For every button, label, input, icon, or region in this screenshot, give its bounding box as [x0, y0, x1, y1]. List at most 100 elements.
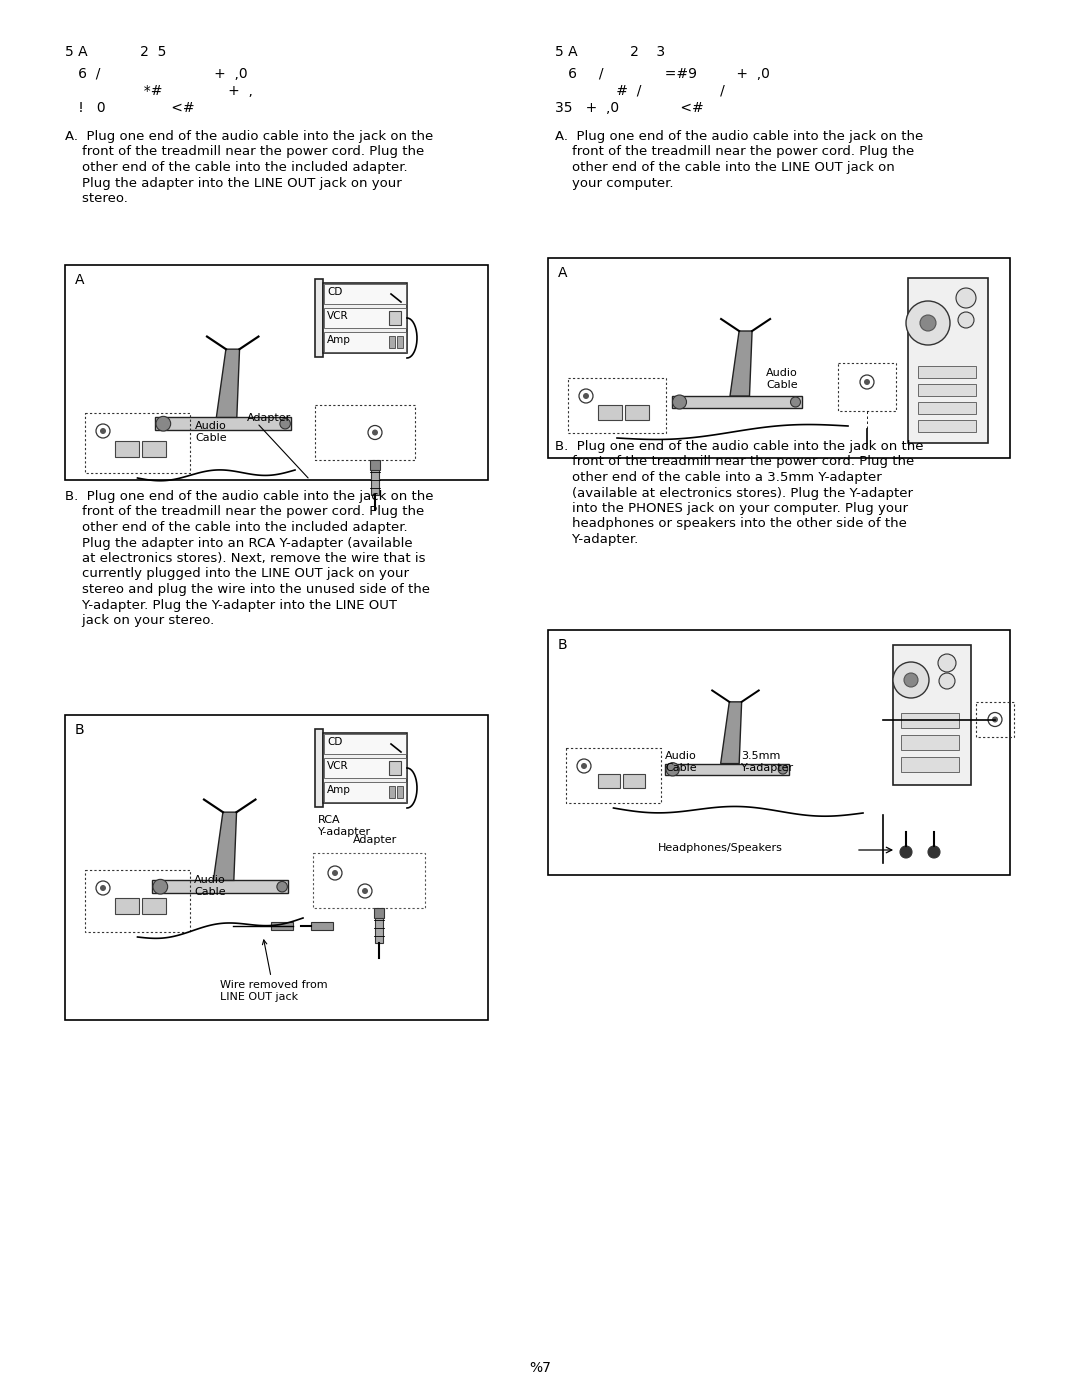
- Text: currently plugged into the LINE OUT jack on your: currently plugged into the LINE OUT jack…: [65, 567, 409, 581]
- Bar: [311, 922, 333, 930]
- Bar: [313, 854, 426, 908]
- Text: !   0               <#: ! 0 <#: [65, 101, 194, 115]
- Bar: [152, 880, 288, 893]
- Circle shape: [904, 673, 918, 687]
- Text: front of the treadmill near the power cord. Plug the: front of the treadmill near the power co…: [65, 145, 424, 158]
- Text: Y-adapter.: Y-adapter.: [555, 534, 638, 546]
- Text: front of the treadmill near the power cord. Plug the: front of the treadmill near the power co…: [555, 455, 915, 468]
- Bar: [918, 366, 976, 379]
- Circle shape: [280, 419, 291, 429]
- Text: B: B: [558, 638, 568, 652]
- Text: 3.5mm
Y-adapter: 3.5mm Y-adapter: [741, 752, 794, 774]
- Bar: [901, 735, 959, 750]
- Bar: [548, 258, 1010, 458]
- Text: VCR: VCR: [327, 312, 349, 321]
- Text: Audio
Cable: Audio Cable: [665, 752, 697, 774]
- Circle shape: [956, 288, 976, 307]
- Circle shape: [372, 429, 378, 436]
- Text: RCA
Y-adapter: RCA Y-adapter: [318, 814, 372, 837]
- Circle shape: [939, 673, 955, 689]
- Circle shape: [583, 393, 589, 400]
- Text: Plug the adapter into an RCA Y-adapter (available: Plug the adapter into an RCA Y-adapter (…: [65, 536, 413, 549]
- Text: other end of the cable into the included adapter.: other end of the cable into the included…: [65, 161, 407, 175]
- Circle shape: [864, 379, 870, 386]
- Text: at electronics stores). Next, remove the wire that is: at electronics stores). Next, remove the…: [65, 552, 426, 564]
- Bar: [323, 284, 407, 353]
- Text: stereo and plug the wire into the unused side of the: stereo and plug the wire into the unused…: [65, 583, 430, 597]
- Bar: [324, 782, 406, 802]
- Circle shape: [100, 427, 106, 434]
- Circle shape: [920, 314, 936, 331]
- Circle shape: [958, 312, 974, 328]
- Text: Amp: Amp: [327, 335, 351, 345]
- Text: stereo.: stereo.: [65, 191, 127, 205]
- Text: Plug the adapter into the LINE OUT jack on your: Plug the adapter into the LINE OUT jack …: [65, 176, 402, 190]
- Bar: [315, 729, 323, 807]
- Text: A: A: [75, 272, 84, 286]
- Bar: [838, 363, 896, 411]
- Text: jack on your stereo.: jack on your stereo.: [65, 615, 214, 627]
- Bar: [976, 703, 1014, 738]
- Bar: [389, 337, 395, 348]
- Bar: [370, 460, 380, 469]
- Bar: [324, 332, 406, 352]
- Polygon shape: [216, 349, 240, 418]
- Text: CD: CD: [327, 738, 342, 747]
- Polygon shape: [730, 331, 752, 395]
- Bar: [672, 395, 801, 408]
- Text: Audio
Cable: Audio Cable: [194, 875, 226, 897]
- Text: Headphones/Speakers: Headphones/Speakers: [658, 842, 783, 854]
- Bar: [397, 787, 403, 798]
- Bar: [114, 898, 139, 914]
- Bar: [271, 922, 293, 930]
- Text: B: B: [75, 724, 84, 738]
- Text: 35   +  ,0              <#: 35 + ,0 <#: [555, 101, 704, 115]
- Circle shape: [791, 397, 800, 407]
- Circle shape: [778, 764, 787, 774]
- Bar: [918, 402, 976, 414]
- Bar: [901, 757, 959, 773]
- Bar: [372, 468, 379, 495]
- Bar: [598, 405, 622, 420]
- Circle shape: [906, 300, 950, 345]
- Bar: [324, 307, 406, 328]
- Text: CD: CD: [327, 286, 342, 298]
- Text: Adapter: Adapter: [247, 414, 292, 423]
- Text: other end of the cable into the included adapter.: other end of the cable into the included…: [65, 521, 407, 534]
- Text: Amp: Amp: [327, 785, 351, 795]
- Text: Adapter: Adapter: [353, 835, 397, 845]
- Bar: [901, 712, 959, 728]
- Circle shape: [928, 847, 940, 858]
- Polygon shape: [214, 812, 237, 880]
- Circle shape: [276, 882, 287, 891]
- Text: 6  /                          +  ,0: 6 / + ,0: [65, 67, 247, 81]
- Bar: [568, 379, 666, 433]
- Circle shape: [332, 870, 338, 876]
- Text: 5 A            2  5: 5 A 2 5: [65, 45, 166, 59]
- Bar: [315, 405, 415, 460]
- Circle shape: [673, 395, 687, 409]
- Bar: [389, 312, 401, 326]
- Text: into the PHONES jack on your computer. Plug your: into the PHONES jack on your computer. P…: [555, 502, 908, 515]
- Text: your computer.: your computer.: [555, 176, 674, 190]
- Polygon shape: [720, 701, 742, 764]
- Text: B.  Plug one end of the audio cable into the jack on the: B. Plug one end of the audio cable into …: [65, 490, 433, 503]
- Bar: [85, 414, 190, 474]
- Bar: [141, 441, 166, 457]
- Bar: [665, 764, 788, 775]
- Circle shape: [156, 416, 171, 432]
- Text: 6     /              =#9         +  ,0: 6 / =#9 + ,0: [555, 67, 770, 81]
- Circle shape: [900, 847, 912, 858]
- Bar: [315, 279, 323, 358]
- Bar: [397, 337, 403, 348]
- Text: B.  Plug one end of the audio cable into the jack on the: B. Plug one end of the audio cable into …: [555, 440, 923, 453]
- Circle shape: [666, 763, 679, 775]
- Text: front of the treadmill near the power cord. Plug the: front of the treadmill near the power co…: [65, 506, 424, 518]
- Circle shape: [581, 763, 588, 768]
- Bar: [389, 787, 395, 798]
- Circle shape: [362, 888, 368, 894]
- Bar: [375, 916, 383, 943]
- Bar: [918, 384, 976, 395]
- Text: *#               +  ,: *# + ,: [65, 84, 253, 98]
- Bar: [389, 761, 401, 775]
